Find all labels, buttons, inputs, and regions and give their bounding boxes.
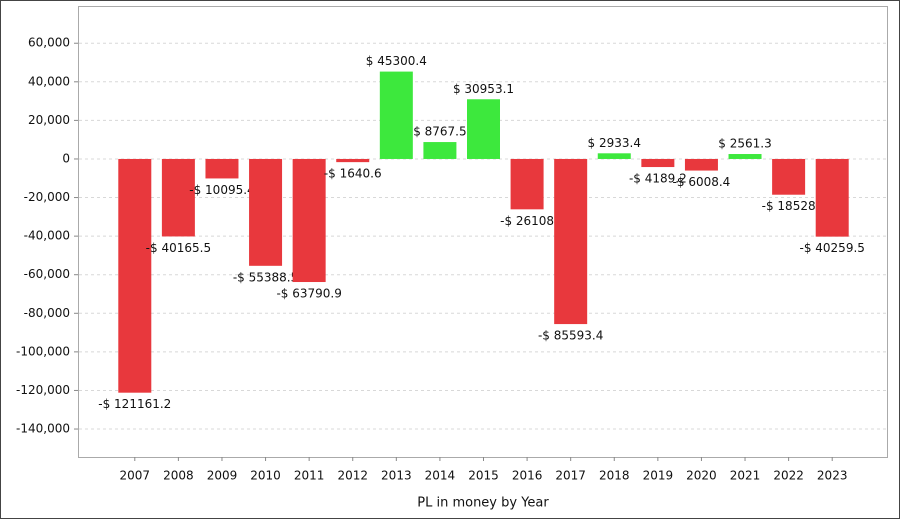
x-tick-label: 2023 [817,469,848,483]
x-tick-label: 2011 [294,469,325,483]
x-tick-label: 2022 [773,469,804,483]
value-label: -$ 18528 [762,199,816,213]
bar [597,153,631,159]
bar [205,158,239,179]
value-label: -$ 4189.2 [629,172,687,186]
value-label: -$ 85593.4 [538,329,603,343]
y-tick-label: 40,000 [28,74,70,88]
value-label: -$ 55388.5 [233,270,298,284]
x-tick-label: 2019 [643,469,674,483]
bar [728,154,762,159]
x-tick-label: 2007 [120,469,151,483]
value-label: -$ 40259.5 [800,241,865,255]
x-tick-label: 2015 [468,469,499,483]
bar [161,158,195,237]
y-tick-label: -60,000 [24,267,70,281]
bar [467,99,500,159]
x-tick-label: 2013 [381,469,412,483]
value-label: -$ 26108 [500,214,554,228]
value-label: -$ 121161.2 [98,397,171,411]
bar [249,158,283,266]
x-tick-label: 2017 [555,469,586,483]
y-tick-label: -120,000 [16,383,70,397]
bar [772,158,806,195]
value-label: $ 8767.5 [413,125,466,139]
y-tick-label: -140,000 [16,422,70,436]
y-tick-label: 20,000 [28,113,70,127]
y-tick-label: -40,000 [24,229,70,243]
value-label: -$ 10095.4 [189,183,254,197]
bar [641,158,675,168]
y-tick-label: -20,000 [24,190,70,204]
value-label: $ 30953.1 [453,82,514,96]
x-tick-label: 2008 [163,469,194,483]
x-axis-title: PL in money by Year [417,496,549,511]
y-tick-label: 0 [62,151,70,165]
value-label: $ 2561.3 [718,137,771,151]
y-tick-label: -100,000 [16,344,70,358]
x-tick-label: 2012 [337,469,368,483]
x-tick-label: 2018 [599,469,630,483]
x-tick-label: 2010 [250,469,281,483]
bar [379,71,413,159]
x-tick-label: 2020 [686,469,717,483]
bar [554,158,588,325]
x-tick-label: 2021 [730,469,761,483]
bar [815,158,849,237]
bar [336,158,370,163]
value-label: -$ 40165.5 [146,241,211,255]
value-label: -$ 1640.6 [324,167,382,181]
value-label: $ 45300.4 [366,54,427,68]
bar [510,158,544,210]
x-tick-label: 2009 [207,469,238,483]
value-label: $ 2933.4 [588,136,641,150]
value-label: -$ 6008.4 [673,175,731,189]
bar [292,158,326,283]
bar [684,158,718,171]
x-tick-label: 2016 [512,469,543,483]
value-label: -$ 63790.9 [276,287,341,301]
y-tick-label: 60,000 [28,36,70,50]
y-tick-label: -80,000 [24,306,70,320]
bar [423,142,457,159]
bar [118,158,152,393]
x-tick-label: 2014 [425,469,456,483]
plot-area [78,6,888,458]
